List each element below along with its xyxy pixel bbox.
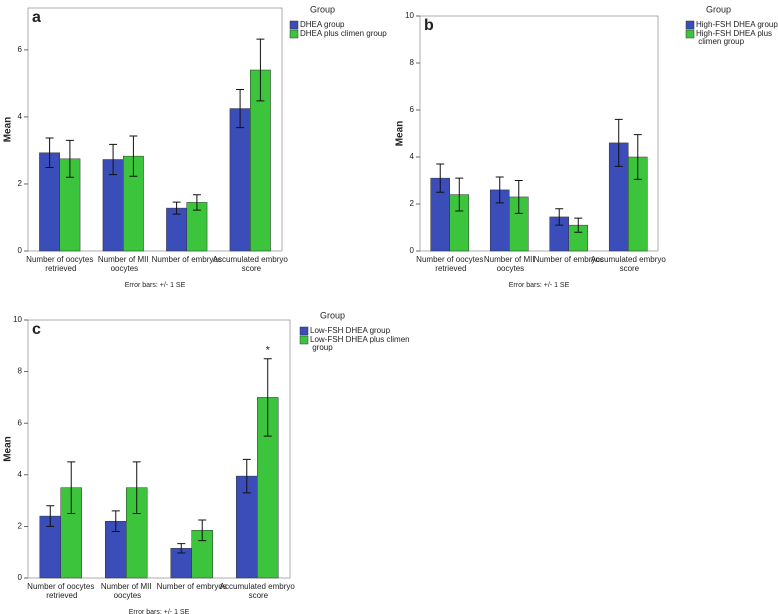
error-bar xyxy=(67,461,76,514)
error-bar xyxy=(256,38,265,102)
y-axis-label: Mean xyxy=(395,121,406,147)
x-tick-label: Number of oocytes retrieved xyxy=(26,255,93,273)
error-bar xyxy=(172,201,181,215)
legend-label: High-FSH DHEA group xyxy=(696,20,778,29)
y-tick-label: 2 xyxy=(410,199,415,208)
legend-title: Group xyxy=(320,310,345,320)
legend-title: Group xyxy=(310,4,335,14)
error-bar-note: Error bars: +/- 1 SE xyxy=(509,282,570,289)
error-bar xyxy=(111,510,120,533)
error-bar xyxy=(495,176,504,204)
error-bar xyxy=(242,458,251,494)
x-tick-label: Number of oocytes retrieved xyxy=(27,582,94,600)
error-bar xyxy=(263,358,272,437)
y-tick-label: 6 xyxy=(18,418,23,427)
error-bar-note: Error bars: +/- 1 SE xyxy=(125,282,186,289)
legend-label: DHEA group xyxy=(300,20,345,29)
x-tick-label: Number of MII oocytes xyxy=(101,582,152,600)
y-tick-label: 4 xyxy=(18,470,23,479)
y-tick-label: 6 xyxy=(410,105,415,114)
y-tick-label: 0 xyxy=(18,573,23,582)
error-bar xyxy=(192,194,201,211)
y-tick-label: 10 xyxy=(13,315,22,324)
y-tick-label: 0 xyxy=(18,246,23,255)
legend-swatch xyxy=(289,29,299,39)
x-tick-label: Accumulated embryo score xyxy=(220,582,296,600)
error-bar xyxy=(614,118,623,167)
y-tick-label: 6 xyxy=(18,45,23,54)
error-bar xyxy=(555,208,564,226)
error-bar xyxy=(514,180,523,214)
y-tick-label: 2 xyxy=(18,179,23,188)
legend-label: Low-FSH DHEA plus climen group xyxy=(310,335,410,352)
x-tick-label: Number of MII oocytes xyxy=(98,255,149,273)
error-bar-note: Error bars: +/- 1 SE xyxy=(129,609,190,614)
x-tick-label: Number of embryos xyxy=(157,582,227,591)
y-tick-label: 2 xyxy=(18,522,23,531)
legend-swatch xyxy=(299,326,309,336)
error-bar xyxy=(436,163,445,193)
annotation: * xyxy=(266,345,271,357)
y-axis-label: Mean xyxy=(3,117,14,143)
y-axis-label: Mean xyxy=(3,436,14,462)
y-tick-label: 4 xyxy=(410,152,415,161)
x-tick-label: Accumulated embryo score xyxy=(591,255,667,273)
error-bar xyxy=(455,177,464,212)
error-bar xyxy=(633,134,642,180)
error-bar xyxy=(109,143,118,176)
y-tick-label: 10 xyxy=(405,11,414,20)
x-tick-label: Number of embryos xyxy=(152,255,222,264)
legend-label: Low-FSH DHEA group xyxy=(310,326,391,335)
error-bar xyxy=(198,519,207,542)
error-bar xyxy=(132,461,141,514)
x-tick-label: Number of embryos xyxy=(534,255,604,264)
error-bar xyxy=(46,505,55,527)
error-bar xyxy=(236,88,245,129)
y-tick-label: 8 xyxy=(410,58,415,67)
legend-swatch xyxy=(299,335,309,345)
y-tick-label: 4 xyxy=(18,112,23,121)
error-bar xyxy=(177,543,186,554)
legend-title: Group xyxy=(706,4,731,14)
panel-label: a xyxy=(32,9,41,26)
bar xyxy=(229,108,251,252)
legend-label: DHEA plus climen group xyxy=(300,29,387,38)
y-tick-label: 0 xyxy=(410,246,415,255)
panel-label: c xyxy=(32,321,41,338)
legend-swatch xyxy=(685,20,695,30)
x-tick-label: Number of MII oocytes xyxy=(484,255,535,273)
legend-swatch xyxy=(685,29,695,39)
y-tick-label: 8 xyxy=(18,367,23,376)
x-tick-label: Number of oocytes retrieved xyxy=(416,255,483,273)
error-bar xyxy=(574,217,583,233)
error-bar xyxy=(65,139,74,178)
panel-label: b xyxy=(424,17,434,34)
x-tick-label: Accumulated embryo score xyxy=(213,255,289,273)
legend-swatch xyxy=(289,20,299,30)
legend-label: High-FSH DHEA plus climen group xyxy=(696,29,772,46)
error-bar xyxy=(129,135,138,177)
error-bar xyxy=(45,137,54,169)
